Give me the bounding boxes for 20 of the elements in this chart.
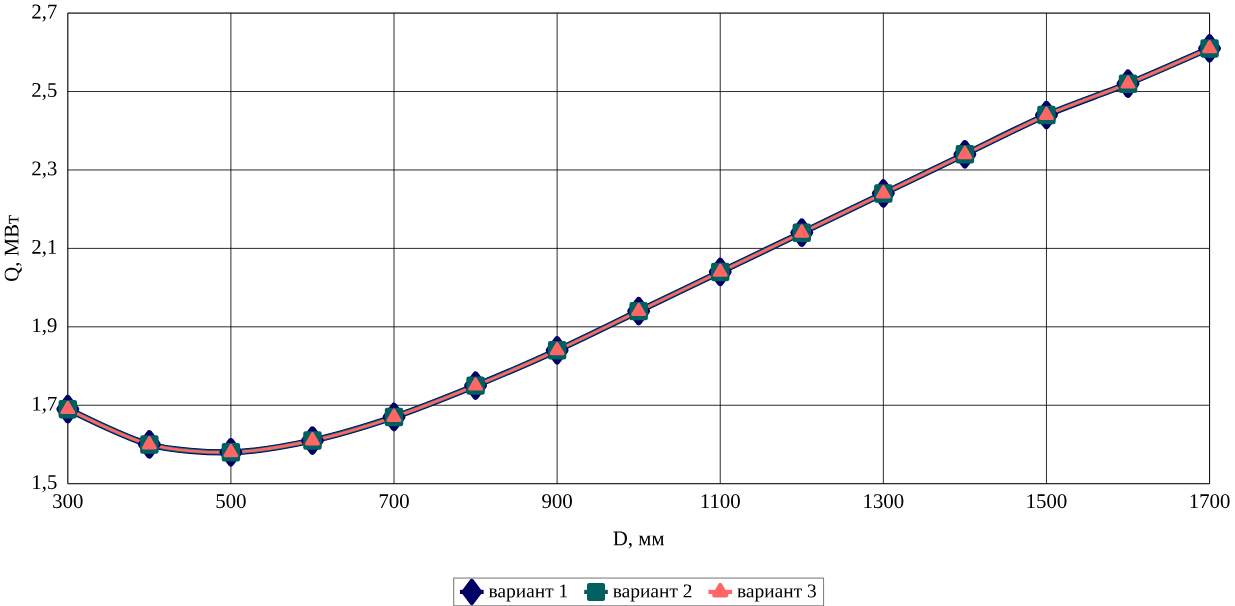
x-axis-title: D, мм <box>613 531 665 549</box>
y-tick-label: 2,3 <box>32 161 57 179</box>
y-tick-label: 2,7 <box>32 4 57 22</box>
x-tick-label: 1300 <box>864 494 904 509</box>
y-axis-title: Q, МВт <box>4 215 22 281</box>
x-tick-label: 500 <box>216 494 246 509</box>
x-tick-label: 1500 <box>1027 494 1067 509</box>
legend-label: вариант 2 <box>613 584 692 602</box>
y-tick-label: 2,5 <box>32 83 57 100</box>
y-tick-label: 2,1 <box>32 239 57 257</box>
x-tick-label: 1700 <box>1190 494 1230 509</box>
legend-label: вариант 3 <box>737 584 816 602</box>
x-tick-label: 300 <box>53 494 83 509</box>
y-tick-label: 1,5 <box>33 475 57 493</box>
x-tick-label: 1100 <box>701 494 740 509</box>
y-tick-label: 1,9 <box>33 318 57 336</box>
y-tick-label: 1,7 <box>33 396 57 414</box>
legend-label: вариант 1 <box>488 584 568 602</box>
x-tick-label: 700 <box>379 494 409 509</box>
x-tick-label: 900 <box>542 494 572 509</box>
